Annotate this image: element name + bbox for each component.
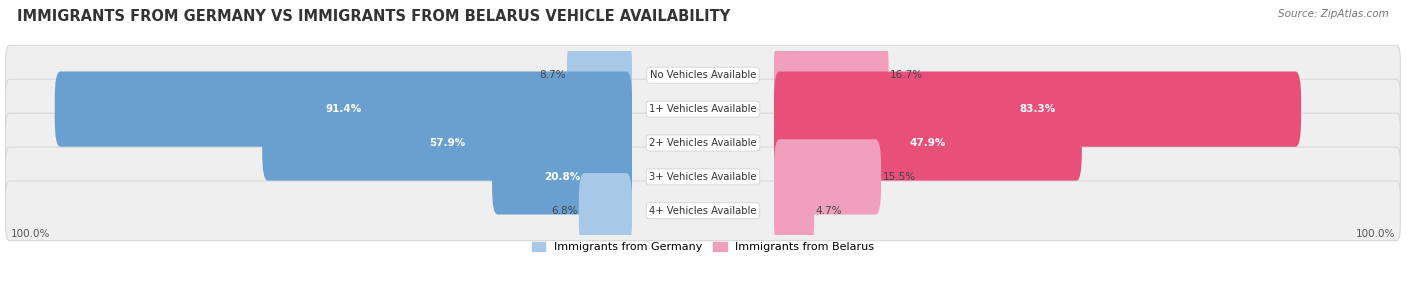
Text: 91.4%: 91.4% xyxy=(325,104,361,114)
FancyBboxPatch shape xyxy=(6,45,1400,105)
FancyBboxPatch shape xyxy=(579,173,633,249)
Text: 6.8%: 6.8% xyxy=(551,206,578,216)
FancyBboxPatch shape xyxy=(567,37,633,113)
Legend: Immigrants from Germany, Immigrants from Belarus: Immigrants from Germany, Immigrants from… xyxy=(527,237,879,257)
FancyBboxPatch shape xyxy=(773,72,1301,147)
FancyBboxPatch shape xyxy=(6,79,1400,139)
Text: 100.0%: 100.0% xyxy=(10,229,49,239)
FancyBboxPatch shape xyxy=(6,181,1400,241)
FancyBboxPatch shape xyxy=(6,147,1400,207)
Text: 15.5%: 15.5% xyxy=(883,172,915,182)
FancyBboxPatch shape xyxy=(773,139,882,214)
Text: 8.7%: 8.7% xyxy=(538,70,565,80)
FancyBboxPatch shape xyxy=(773,173,814,249)
Text: IMMIGRANTS FROM GERMANY VS IMMIGRANTS FROM BELARUS VEHICLE AVAILABILITY: IMMIGRANTS FROM GERMANY VS IMMIGRANTS FR… xyxy=(17,9,730,23)
Text: 100.0%: 100.0% xyxy=(1357,229,1396,239)
Text: 3+ Vehicles Available: 3+ Vehicles Available xyxy=(650,172,756,182)
Text: 16.7%: 16.7% xyxy=(890,70,924,80)
Text: 83.3%: 83.3% xyxy=(1019,104,1056,114)
Text: 57.9%: 57.9% xyxy=(429,138,465,148)
Text: Source: ZipAtlas.com: Source: ZipAtlas.com xyxy=(1278,9,1389,19)
Text: 1+ Vehicles Available: 1+ Vehicles Available xyxy=(650,104,756,114)
Text: 47.9%: 47.9% xyxy=(910,138,946,148)
Text: 4+ Vehicles Available: 4+ Vehicles Available xyxy=(650,206,756,216)
FancyBboxPatch shape xyxy=(263,105,633,181)
FancyBboxPatch shape xyxy=(773,37,889,113)
Text: 4.7%: 4.7% xyxy=(815,206,842,216)
FancyBboxPatch shape xyxy=(773,105,1081,181)
FancyBboxPatch shape xyxy=(55,72,633,147)
FancyBboxPatch shape xyxy=(492,139,633,214)
FancyBboxPatch shape xyxy=(6,113,1400,173)
Text: 2+ Vehicles Available: 2+ Vehicles Available xyxy=(650,138,756,148)
Text: 20.8%: 20.8% xyxy=(544,172,581,182)
Text: No Vehicles Available: No Vehicles Available xyxy=(650,70,756,80)
